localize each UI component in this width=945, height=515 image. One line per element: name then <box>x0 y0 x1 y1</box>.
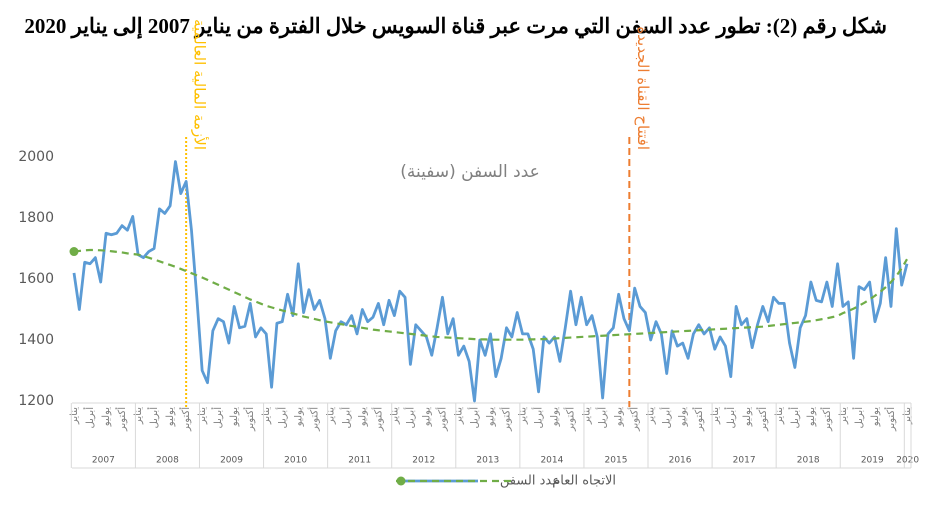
x-tick-label: أبريل <box>403 407 416 429</box>
year-label: 2016 <box>669 456 692 466</box>
x-tick-label: أبريل <box>83 407 96 429</box>
y-tick-label: 1200 <box>18 393 54 409</box>
x-tick-label: أبريل <box>339 407 352 429</box>
x-tick-label: يوليو <box>870 407 881 427</box>
x-tick-label: أكتوبر <box>243 407 256 432</box>
trend-start-marker <box>69 247 79 257</box>
x-tick-label: يوليو <box>742 407 753 427</box>
x-tick-label: يناير <box>197 407 208 425</box>
x-tick-label: يناير <box>646 407 657 425</box>
year-label: 2017 <box>733 456 756 466</box>
year-label: 2018 <box>797 456 820 466</box>
x-tick-label: أبريل <box>147 407 160 429</box>
x-tick-label: يوليو <box>165 407 176 427</box>
x-tick-label: أكتوبر <box>179 407 192 432</box>
x-tick-label: أبريل <box>724 407 737 429</box>
x-tick-label: أكتوبر <box>564 407 577 432</box>
year-label: 2010 <box>284 456 307 466</box>
y-tick-label: 2000 <box>18 149 54 165</box>
year-label: 2008 <box>156 456 179 466</box>
x-tick-label: يناير <box>838 407 849 425</box>
annotation-label: افتتاح القناة الجديدة <box>634 26 652 150</box>
x-tick-label: أكتوبر <box>500 407 513 432</box>
x-tick-label: أبريل <box>660 407 673 429</box>
x-tick-label: يناير <box>453 407 464 425</box>
x-tick-label: يوليو <box>229 407 240 427</box>
x-tick-label: أبريل <box>596 407 609 429</box>
legend-label: عدد السفن <box>500 474 560 489</box>
data-line <box>72 160 909 403</box>
annotation-label: الأزمة المالية العالمية <box>191 19 210 150</box>
x-tick-label: أكتوبر <box>371 407 384 432</box>
x-tick-label: أبريل <box>211 407 224 429</box>
year-label: 2019 <box>861 456 884 466</box>
y-tick-label: 1600 <box>18 271 54 287</box>
year-label: 2013 <box>476 456 499 466</box>
y-tick-label: 1400 <box>18 332 54 348</box>
chart-subtitle: عدد السفن (سفينة) <box>400 162 540 182</box>
x-tick-label: أبريل <box>467 407 480 429</box>
x-tick-label: أكتوبر <box>435 407 448 432</box>
legend-label: الاتجاه العام <box>552 474 616 489</box>
x-tick-label: يناير <box>582 407 593 425</box>
trend-line <box>73 248 908 341</box>
legend-marker <box>396 476 406 486</box>
x-tick-label: يناير <box>518 407 529 425</box>
x-tick-label: أكتوبر <box>884 407 897 432</box>
x-tick-label: أكتوبر <box>756 407 769 432</box>
x-tick-label: أكتوبر <box>628 407 641 432</box>
x-tick-label: أبريل <box>788 407 801 429</box>
x-tick-label: أبريل <box>852 407 865 429</box>
x-tick-label: يوليو <box>357 407 368 427</box>
x-tick-label: أكتوبر <box>692 407 705 432</box>
x-tick-label: يوليو <box>806 407 817 427</box>
x-tick-label: يوليو <box>293 407 304 427</box>
figure-title: شكل رقم (2): تطور عدد السفن التي مرت عبر… <box>24 14 887 38</box>
x-tick-label: يناير <box>774 407 785 425</box>
year-label: 2007 <box>92 456 115 466</box>
x-tick-label: يناير <box>69 407 80 425</box>
x-tick-label: أكتوبر <box>115 407 128 432</box>
x-tick-label: يناير <box>902 407 913 425</box>
year-label: 2011 <box>348 456 371 466</box>
year-label: 2014 <box>540 456 563 466</box>
year-label: 2020 <box>896 456 919 466</box>
x-tick-label: يوليو <box>614 407 625 427</box>
x-tick-label: يوليو <box>550 407 561 427</box>
year-label: 2015 <box>605 456 628 466</box>
x-tick-label: يوليو <box>101 407 112 427</box>
x-tick-label: أكتوبر <box>820 407 833 432</box>
year-label: 2009 <box>220 456 243 466</box>
x-tick-label: يوليو <box>678 407 689 427</box>
x-tick-label: يناير <box>133 407 144 425</box>
x-tick-label: أبريل <box>275 407 288 429</box>
x-tick-label: يوليو <box>421 407 432 427</box>
x-tick-label: أبريل <box>532 407 545 429</box>
x-tick-label: يناير <box>389 407 400 425</box>
x-tick-label: يوليو <box>486 407 497 427</box>
year-label: 2012 <box>412 456 435 466</box>
x-tick-label: أكتوبر <box>307 407 320 432</box>
x-tick-label: يناير <box>325 407 336 425</box>
x-tick-label: يناير <box>261 407 272 425</box>
x-tick-label: يناير <box>710 407 721 425</box>
y-tick-label: 1800 <box>18 210 54 226</box>
